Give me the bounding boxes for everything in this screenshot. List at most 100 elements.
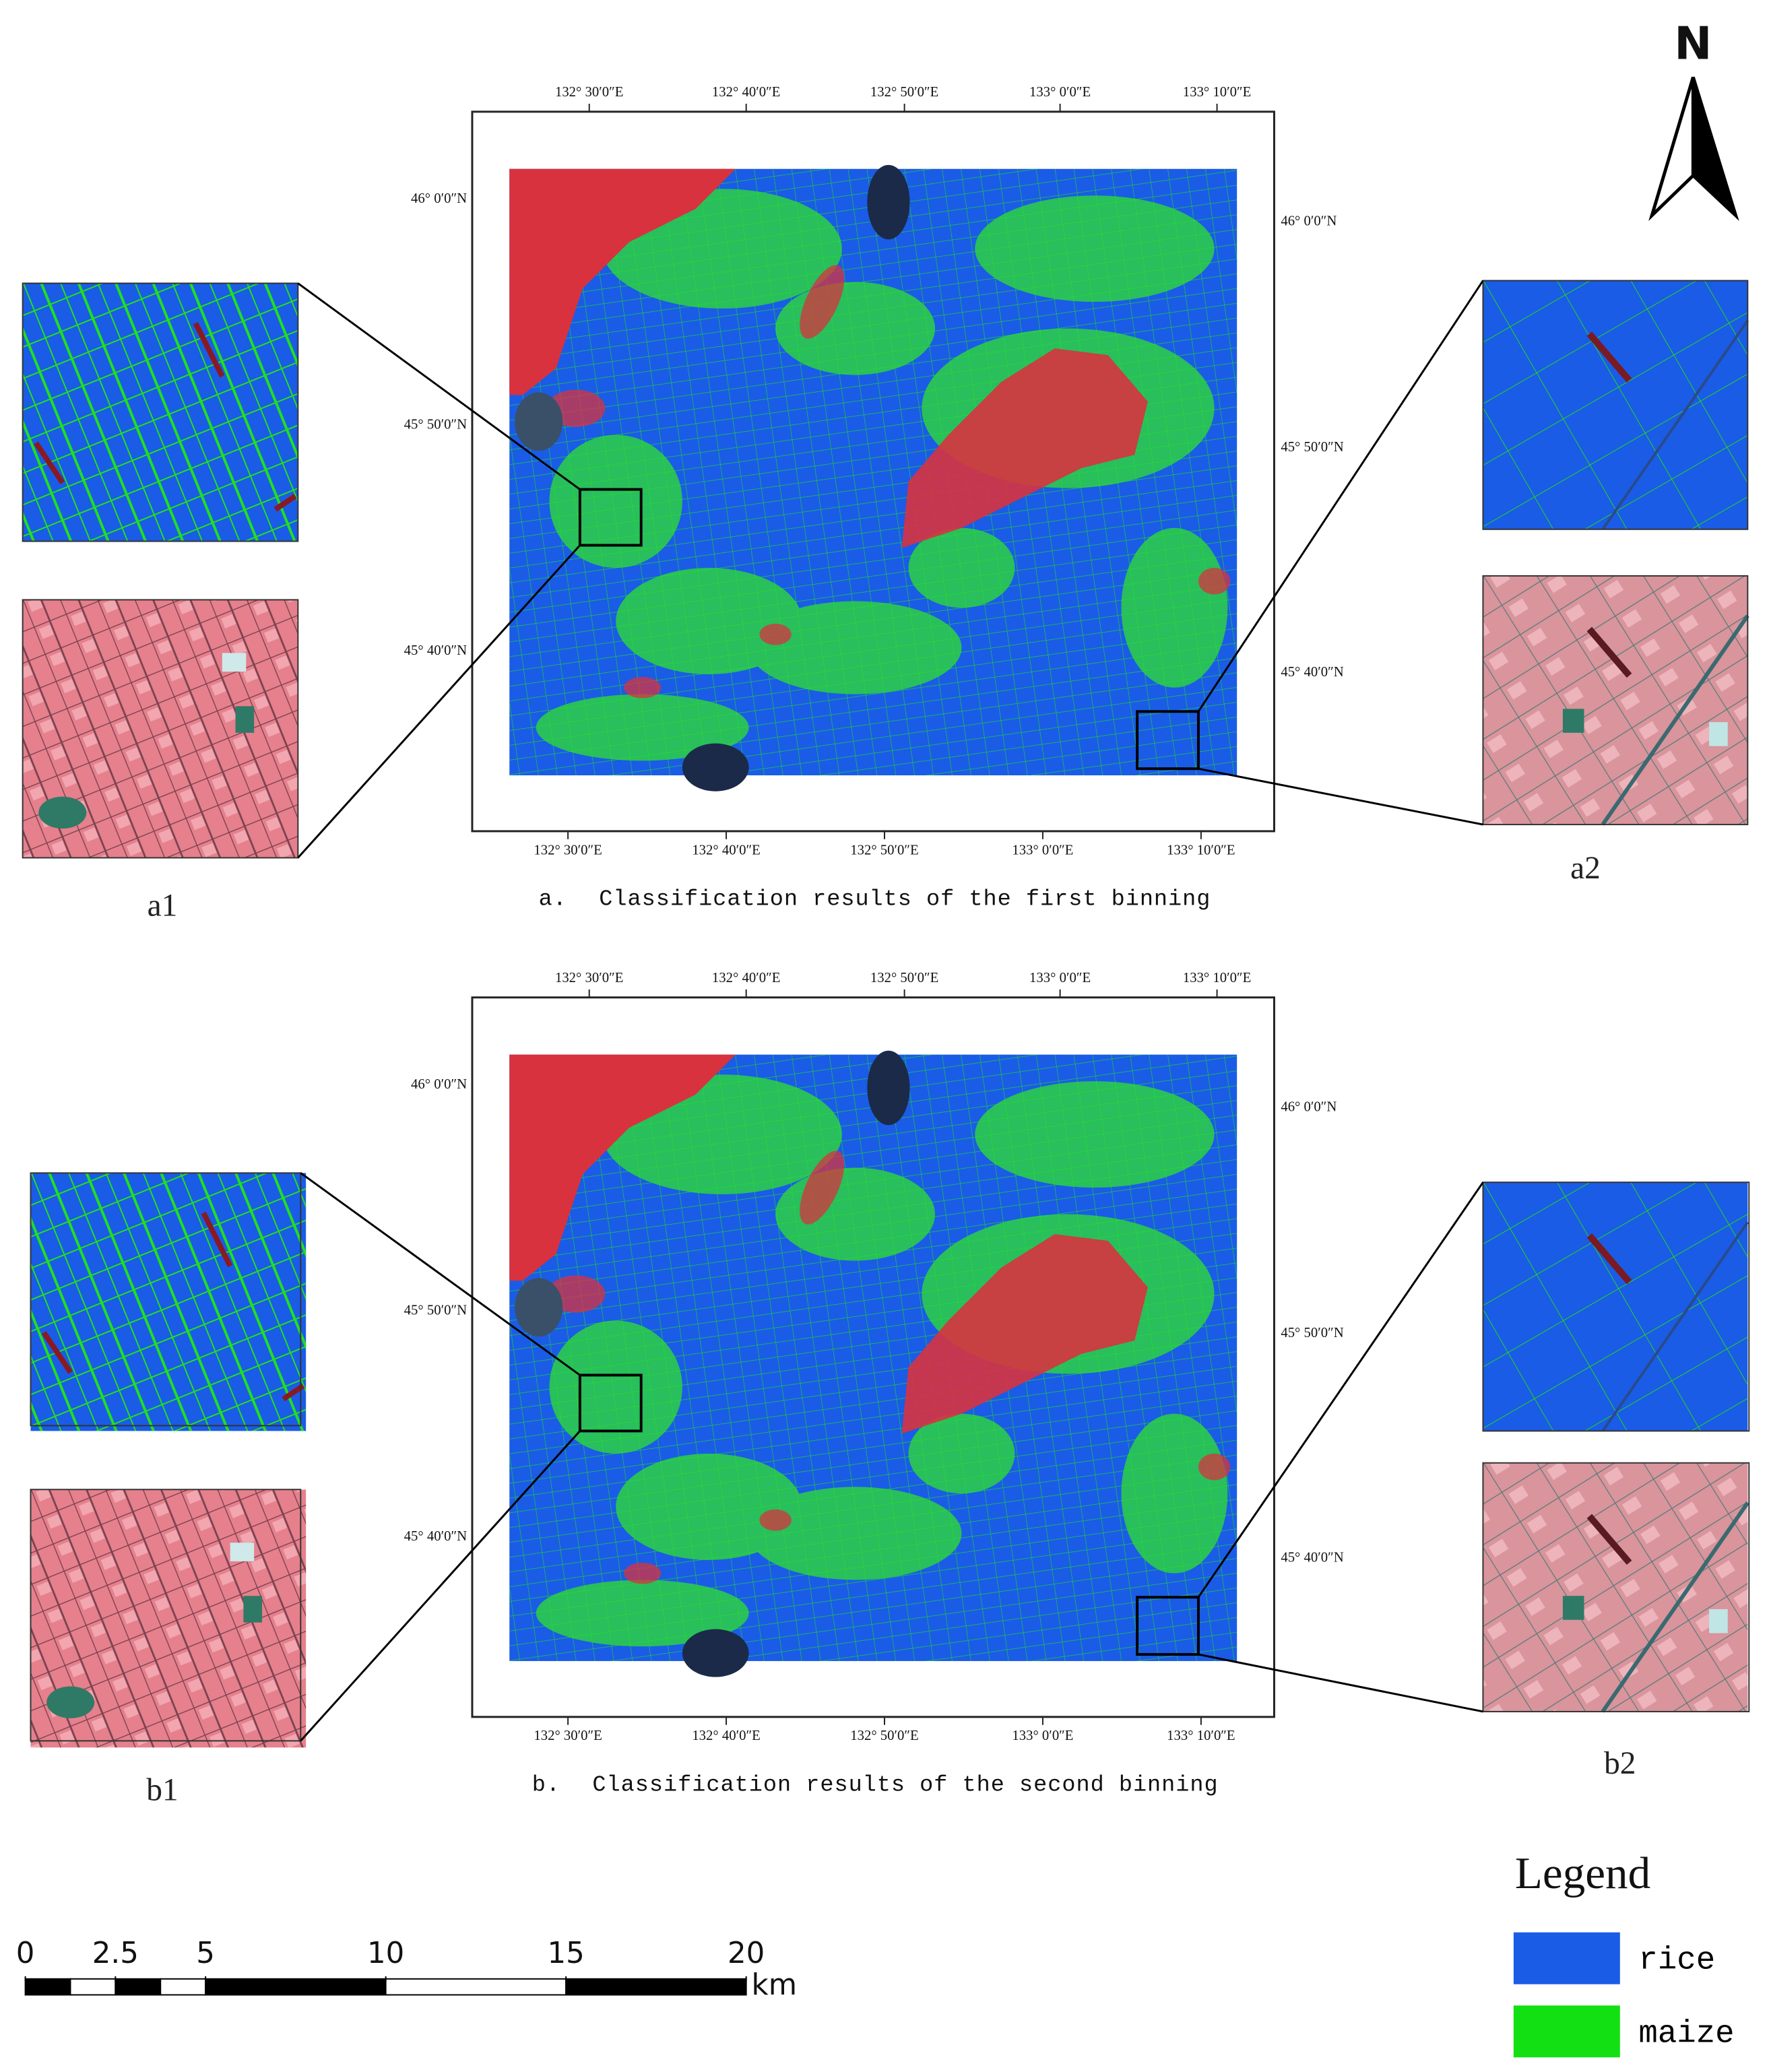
- inset-image: [30, 1489, 307, 1748]
- lon-label: 133° 0′0″E: [1029, 971, 1091, 985]
- scale-label: 20: [728, 1937, 765, 1970]
- scale-segment: [565, 1978, 747, 1996]
- scale-segment: [385, 1978, 567, 1996]
- map-image: [509, 164, 1237, 791]
- map-panel: 132° 30′0″E 132° 40′0″E 132° 50′0″E 133° 0′…: [23, 85, 1748, 923]
- connector: [1197, 280, 1484, 713]
- lat-label: 46° 0′0″N: [411, 191, 467, 206]
- map-image: [509, 1050, 1237, 1677]
- lon-label: 132° 40′0″E: [712, 85, 780, 100]
- scale-label: 0: [16, 1937, 35, 1970]
- inset-classified: [30, 1173, 306, 1431]
- inset-frame: [22, 282, 299, 542]
- inset-image: [22, 600, 298, 858]
- caption-letter: b.: [532, 1772, 560, 1798]
- inset-image: [1483, 1463, 1747, 1712]
- lon-label: 133° 0′0″E: [1029, 85, 1091, 100]
- lat-label: 45° 50′0″N: [404, 418, 467, 432]
- legend-swatch: [1513, 2005, 1620, 2058]
- lat-label: 45° 40′0″N: [404, 1529, 467, 1544]
- caption: b. Classification results of the second b…: [532, 1772, 1219, 1798]
- connector: [1198, 1653, 1483, 1713]
- panels: 132° 30′0″E 132° 40′0″E 132° 50′0″E 133° 0′…: [23, 85, 1749, 1807]
- lon-label: 132° 40′0″E: [712, 971, 780, 985]
- inset-frame: [1482, 1462, 1750, 1712]
- lat-label: 45° 40′0″N: [1281, 1551, 1343, 1565]
- inset-classified: [1483, 1182, 1747, 1431]
- lon-label: 132° 50′0″E: [850, 843, 918, 857]
- lat-label: 45° 40′0″N: [404, 643, 467, 658]
- lon-label: 133° 10′0″E: [1183, 971, 1251, 985]
- north-arrow: [1648, 76, 1695, 222]
- lon-label: 132° 40′0″E: [692, 1728, 760, 1743]
- legend: rice maize: [1513, 1932, 1735, 2058]
- north-label: N: [1674, 18, 1712, 70]
- lon-label: 132° 30′0″E: [534, 1728, 602, 1743]
- north-arrow: [1691, 76, 1739, 221]
- lat-label: 46° 0′0″N: [411, 1077, 467, 1092]
- zoom-box: [1136, 710, 1200, 771]
- lon-label: 133° 10′0″E: [1167, 843, 1235, 857]
- lat-label: 45° 50′0″N: [1281, 440, 1343, 455]
- caption: a. Classification results of the first bi…: [539, 887, 1211, 913]
- lon-label: 132° 30′0″E: [555, 971, 623, 985]
- inset-label: b2: [1604, 1746, 1636, 1781]
- lon-label: 132° 30′0″E: [555, 85, 623, 100]
- connector: [300, 1172, 581, 1376]
- inset-classified: [23, 284, 298, 542]
- legend-swatch: [1513, 1932, 1620, 1984]
- connector: [1197, 1181, 1484, 1598]
- lat-label: 46° 0′0″N: [1281, 1099, 1337, 1114]
- inset-frame: [1482, 575, 1749, 826]
- caption-text: Classification results of the first binn…: [599, 887, 1211, 913]
- connector: [1198, 767, 1483, 826]
- lat-label: 45° 50′0″N: [404, 1303, 467, 1318]
- inset-frame: [30, 1489, 302, 1742]
- scale-label: 5: [196, 1937, 215, 1970]
- lat-label: 46° 0′0″N: [1281, 214, 1337, 228]
- scale-segment: [205, 1978, 387, 1996]
- legend-label: maize: [1638, 2016, 1734, 2052]
- lon-label: 133° 0′0″E: [1012, 843, 1073, 857]
- scale-segment: [115, 1978, 162, 1996]
- inset-label: b1: [146, 1772, 178, 1807]
- inset-image: [1483, 576, 1747, 824]
- connector: [300, 1430, 581, 1742]
- scale-unit: km: [752, 1968, 797, 2002]
- lon-label: 132° 50′0″E: [850, 1728, 918, 1743]
- lon-label: 133° 10′0″E: [1167, 1728, 1235, 1743]
- lon-label: 133° 10′0″E: [1183, 85, 1251, 100]
- zoom-box: [578, 1373, 643, 1433]
- lat-label: 45° 40′0″N: [1281, 665, 1343, 680]
- lat-label: 45° 50′0″N: [1281, 1326, 1343, 1340]
- caption-letter: a.: [539, 887, 567, 913]
- scale-label: 2.5: [92, 1937, 139, 1970]
- inset-label: a1: [148, 888, 178, 923]
- inset-frame: [1482, 280, 1749, 530]
- scale-segment: [24, 1978, 71, 1996]
- lon-label: 132° 50′0″E: [870, 971, 938, 985]
- zoom-box: [578, 488, 643, 547]
- caption-text: Classification results of the second bin…: [592, 1772, 1218, 1798]
- inset-frame: [30, 1172, 302, 1427]
- lon-label: 132° 30′0″E: [534, 843, 602, 857]
- lon-label: 133° 0′0″E: [1012, 1728, 1073, 1743]
- inset-frame: [22, 599, 299, 859]
- inset-frame: [1482, 1181, 1750, 1432]
- scale-label: 15: [548, 1937, 585, 1970]
- map-panel: 132° 30′0″E 132° 40′0″E 132° 50′0″E 133° 0′…: [30, 971, 1749, 1807]
- zoom-box: [1136, 1596, 1200, 1656]
- connector: [297, 544, 581, 859]
- legend-title: Legend: [1515, 1848, 1650, 1898]
- inset-label: a2: [1570, 851, 1601, 886]
- legend-label: rice: [1638, 1943, 1715, 1979]
- scale-label: 10: [367, 1937, 404, 1970]
- scale-segment: [69, 1978, 117, 1996]
- connector: [297, 282, 581, 490]
- scale-segment: [160, 1978, 207, 1996]
- lon-label: 132° 50′0″E: [870, 85, 938, 100]
- lon-label: 132° 40′0″E: [692, 843, 760, 857]
- inset-classified: [1483, 281, 1747, 529]
